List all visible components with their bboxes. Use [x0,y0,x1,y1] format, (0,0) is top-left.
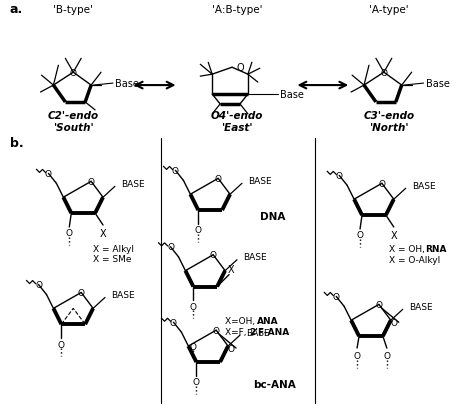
Text: 'North': 'North' [369,122,409,132]
Text: Base: Base [115,79,139,89]
Text: X: X [391,230,397,240]
Text: C3'-endo: C3'-endo [363,111,414,121]
Text: O: O [66,229,73,238]
Text: X: X [100,228,106,239]
Text: Base: Base [280,90,303,100]
Text: 'South': 'South' [53,122,93,132]
Text: O: O [195,226,202,235]
Text: X=F,: X=F, [225,327,249,336]
Text: O: O [390,318,397,327]
Text: O: O [336,171,343,181]
Text: ANA: ANA [257,316,278,325]
Text: C2'-endo: C2'-endo [48,111,99,121]
Text: 2'F-ANA: 2'F-ANA [249,327,289,336]
Text: O: O [356,231,364,240]
Text: O: O [70,68,77,77]
Text: 'A:B-type': 'A:B-type' [212,4,262,15]
Text: BASE: BASE [111,290,135,299]
Text: X = O-Alkyl: X = O-Alkyl [389,256,440,264]
Text: RNA: RNA [426,245,447,254]
Text: BASE: BASE [243,253,266,262]
Text: 'East': 'East' [221,122,253,132]
Text: O: O [193,377,200,386]
Text: O: O [333,292,340,301]
Text: O: O [378,179,385,188]
Text: O4'-endo: O4'-endo [211,111,263,121]
Text: O: O [167,243,174,252]
Text: O: O [236,63,244,73]
Text: O: O [354,352,361,360]
Text: X = SMe: X = SMe [93,255,132,264]
Text: O: O [213,326,219,335]
Text: O: O [78,288,85,297]
Text: O: O [215,175,222,183]
Text: DNA: DNA [260,211,285,222]
Text: O: O [383,352,391,360]
Text: X: X [228,264,234,274]
Text: 'B-type': 'B-type' [54,4,93,15]
Text: bc-ANA: bc-ANA [253,379,296,389]
Text: O: O [88,177,95,186]
Text: a.: a. [10,3,23,16]
Text: O: O [170,318,177,327]
Text: X = Alkyl: X = Alkyl [93,245,134,254]
Text: 'A-type': 'A-type' [369,4,409,15]
Text: b.: b. [10,137,23,150]
Text: X = OH,: X = OH, [389,245,428,254]
Text: O: O [228,344,235,353]
Text: X=OH,: X=OH, [225,316,258,325]
Text: BASE: BASE [409,302,432,311]
Text: O: O [35,280,42,289]
Text: O: O [190,342,197,351]
Text: O: O [380,68,387,77]
Text: O: O [45,169,52,179]
Text: O: O [58,340,65,349]
Text: O: O [172,166,179,175]
Text: O: O [210,251,217,260]
Text: BASE: BASE [248,177,272,185]
Text: Base: Base [426,79,449,89]
Text: BASE: BASE [121,179,145,188]
Text: O: O [190,302,197,311]
Text: O: O [375,300,383,309]
Text: BASE: BASE [246,328,270,337]
Text: BASE: BASE [411,181,435,190]
